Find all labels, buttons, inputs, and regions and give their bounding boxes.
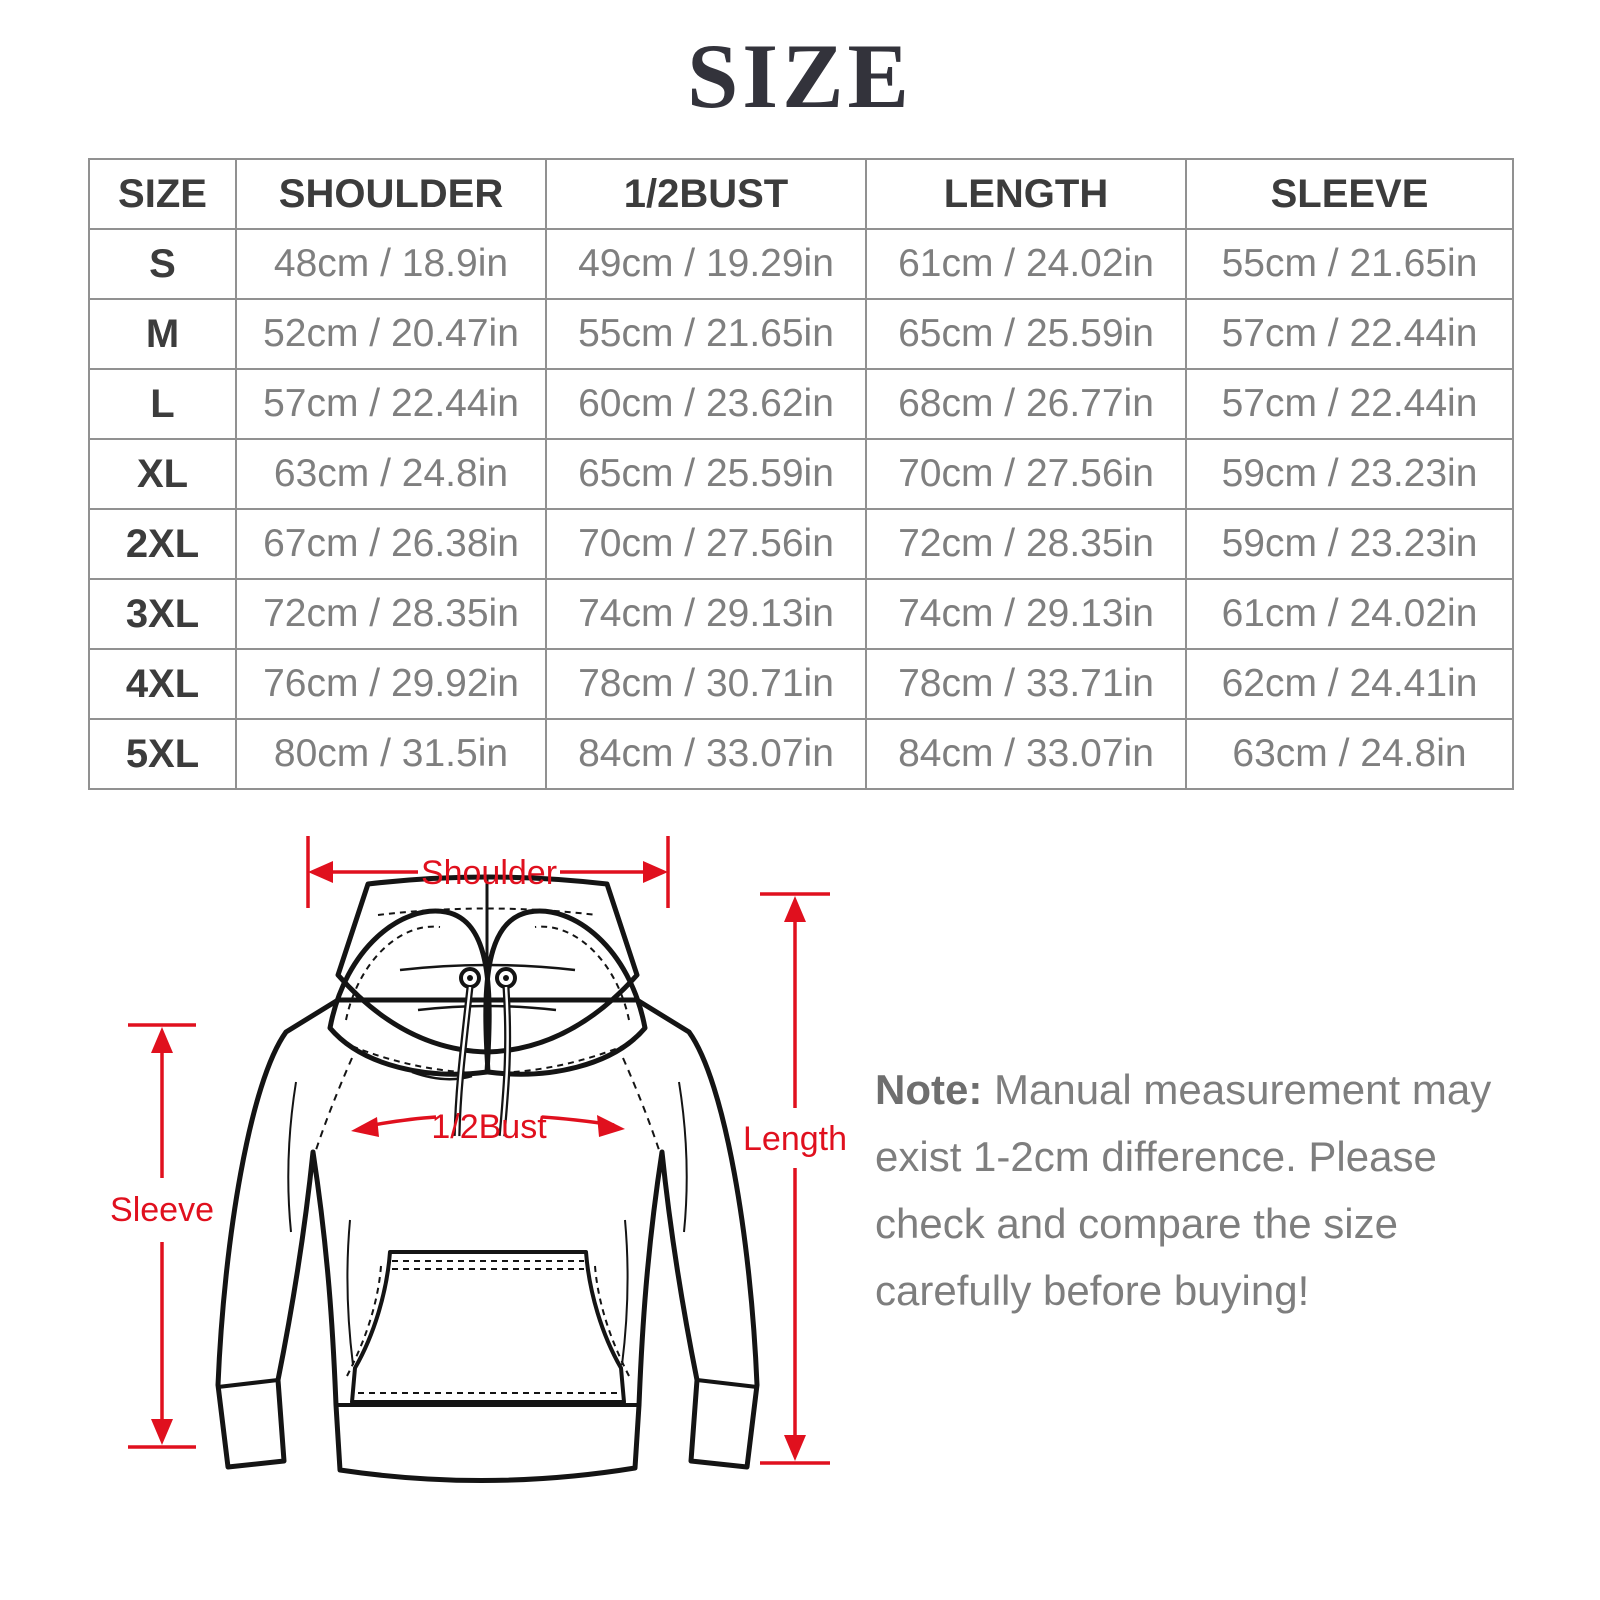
sleeve-value: 59cm / 23.23in (1185, 508, 1514, 580)
table-header-row: SIZE SHOULDER 1/2BUST LENGTH SLEEVE (88, 158, 1514, 230)
size-label: M (88, 298, 237, 370)
table-row: S 48cm / 18.9in 49cm / 19.29in 61cm / 24… (88, 228, 1514, 300)
sleeve-dimension-label: Sleeve (110, 1191, 214, 1229)
size-label: 5XL (88, 718, 237, 790)
length-dimension: Length (743, 892, 847, 1465)
bust-value: 78cm / 30.71in (545, 648, 867, 720)
shoulder-dimension-label: Shoulder (421, 854, 557, 892)
length-value: 84cm / 33.07in (865, 718, 1187, 790)
note-line-2: exist 1-2cm difference. Please (875, 1133, 1437, 1180)
size-table-header: SIZE SHOULDER 1/2BUST LENGTH SLEEVE (88, 158, 1514, 230)
bust-dimension: 1/2Bust (351, 1108, 625, 1146)
col-header-sleeve: SLEEVE (1185, 158, 1514, 230)
length-value: 68cm / 26.77in (865, 368, 1187, 440)
hoodie-drawing (215, 874, 760, 1483)
drawstrings (453, 967, 517, 1137)
shoulder-value: 80cm / 31.5in (235, 718, 547, 790)
length-value: 61cm / 24.02in (865, 228, 1187, 300)
shoulder-value: 57cm / 22.44in (235, 368, 547, 440)
bust-value: 84cm / 33.07in (545, 718, 867, 790)
sleeve-value: 57cm / 22.44in (1185, 298, 1514, 370)
shoulder-value: 76cm / 29.92in (235, 648, 547, 720)
sleeve-value: 55cm / 21.65in (1185, 228, 1514, 300)
size-label: S (88, 228, 237, 300)
table-row: L 57cm / 22.44in 60cm / 23.62in 68cm / 2… (88, 368, 1514, 440)
size-table-body: S 48cm / 18.9in 49cm / 19.29in 61cm / 24… (88, 228, 1514, 790)
length-value: 74cm / 29.13in (865, 578, 1187, 650)
col-header-shoulder: SHOULDER (235, 158, 547, 230)
bust-dimension-label: 1/2Bust (431, 1108, 547, 1146)
sleeve-value: 57cm / 22.44in (1185, 368, 1514, 440)
size-label: XL (88, 438, 237, 510)
sleeve-value: 62cm / 24.41in (1185, 648, 1514, 720)
size-table: SIZE SHOULDER 1/2BUST LENGTH SLEEVE S 48… (88, 158, 1514, 790)
kangaroo-pocket (346, 1250, 630, 1404)
bust-value: 65cm / 25.59in (545, 438, 867, 510)
note-line-1-text: Manual measurement may (982, 1066, 1492, 1113)
sleeve-dimension: Sleeve (110, 1023, 214, 1449)
size-label: 2XL (88, 508, 237, 580)
length-dimension-label: Length (743, 1120, 847, 1158)
bust-value: 70cm / 27.56in (545, 508, 867, 580)
table-row: 2XL 67cm / 26.38in 70cm / 27.56in 72cm /… (88, 508, 1514, 580)
shoulder-dimension: Shoulder (306, 836, 670, 908)
note-prefix: Note: (875, 1066, 983, 1113)
size-label: L (88, 368, 237, 440)
length-value: 65cm / 25.59in (865, 298, 1187, 370)
hood (327, 874, 648, 1081)
col-header-length: LENGTH (865, 158, 1187, 230)
col-header-size: SIZE (88, 158, 237, 230)
bust-value: 49cm / 19.29in (545, 228, 867, 300)
table-row: XL 63cm / 24.8in 65cm / 25.59in 70cm / 2… (88, 438, 1514, 510)
hoodie-measurement-diagram: Shoulder 1/2Bust Sleeve Length (110, 836, 847, 1483)
shoulder-value: 63cm / 24.8in (235, 438, 547, 510)
note-text: Note: Manual measurement may exist 1-2cm… (875, 1056, 1495, 1324)
table-row: 5XL 80cm / 31.5in 84cm / 33.07in 84cm / … (88, 718, 1514, 790)
note-line-1: Note: Manual measurement may (875, 1056, 1495, 1123)
size-label: 4XL (88, 648, 237, 720)
table-row: 3XL 72cm / 28.35in 74cm / 29.13in 74cm /… (88, 578, 1514, 650)
sleeve-value: 59cm / 23.23in (1185, 438, 1514, 510)
page-title: SIZE (687, 25, 913, 127)
bust-value: 60cm / 23.62in (545, 368, 867, 440)
sleeve-value: 63cm / 24.8in (1185, 718, 1514, 790)
shoulder-value: 67cm / 26.38in (235, 508, 547, 580)
table-row: M 52cm / 20.47in 55cm / 21.65in 65cm / 2… (88, 298, 1514, 370)
shoulder-value: 48cm / 18.9in (235, 228, 547, 300)
shoulder-value: 72cm / 28.35in (235, 578, 547, 650)
size-label: 3XL (88, 578, 237, 650)
shoulder-value: 52cm / 20.47in (235, 298, 547, 370)
col-header-bust: 1/2BUST (545, 158, 867, 230)
length-value: 72cm / 28.35in (865, 508, 1187, 580)
bust-value: 74cm / 29.13in (545, 578, 867, 650)
note-line-3: check and compare the size (875, 1200, 1398, 1247)
sleeve-value: 61cm / 24.02in (1185, 578, 1514, 650)
note-line-4: carefully before buying! (875, 1267, 1310, 1314)
length-value: 70cm / 27.56in (865, 438, 1187, 510)
table-row: 4XL 76cm / 29.92in 78cm / 30.71in 78cm /… (88, 648, 1514, 720)
bust-value: 55cm / 21.65in (545, 298, 867, 370)
length-value: 78cm / 33.71in (865, 648, 1187, 720)
